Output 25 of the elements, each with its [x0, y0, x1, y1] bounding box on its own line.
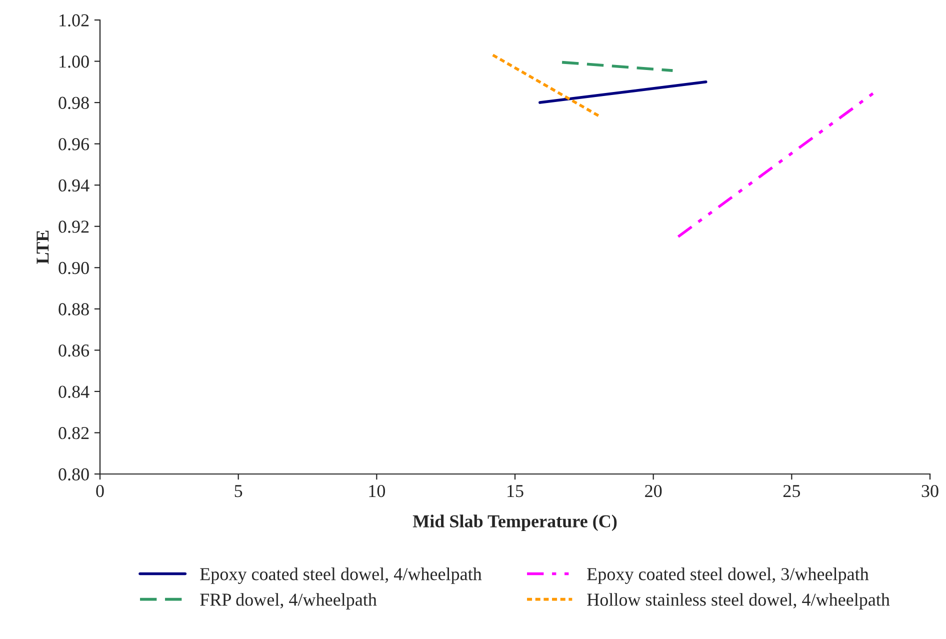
x-tick-label: 15	[508, 485, 524, 498]
y-tick-label: 0.88	[58, 303, 89, 316]
y-axis-title: LTE	[36, 230, 49, 264]
x-tick-label: 30	[922, 484, 938, 498]
x-axis-title: Mid Slab Temperature (C)	[412, 514, 617, 532]
legend-label: FRP dowel, 4/wheelpath	[200, 593, 377, 610]
y-tick-label: 0.98	[58, 96, 89, 110]
y-tick-label: 0.96	[58, 138, 90, 150]
x-tick-label: 25	[783, 484, 800, 498]
legend-label: Hollow stainless steel dowel, 4/wheelpath	[587, 593, 890, 610]
y-tick-label: 0.86	[58, 344, 90, 357]
legend-label: Epoxy coated steel dowel, 3/wheelpath	[587, 568, 869, 584]
x-tick-label: 5	[234, 485, 242, 498]
x-tick-label: 0	[96, 484, 104, 498]
y-tick-label: 0.90	[58, 262, 89, 274]
y-tick-label: 0.80	[58, 468, 89, 481]
y-tick-label: 0.84	[58, 386, 90, 398]
x-tick-label: 10	[369, 484, 386, 498]
y-tick-label: 1.00	[60, 56, 89, 68]
y-tick-label: 0.82	[58, 426, 89, 440]
x-tick-label: 20	[645, 484, 662, 498]
legend-label: Epoxy coated steel dowel, 4/wheelpath	[200, 568, 482, 584]
y-tick-label: 0.92	[58, 220, 89, 233]
y-tick-label: 0.94	[58, 179, 90, 192]
y-tick-label: 1.02	[60, 14, 89, 27]
